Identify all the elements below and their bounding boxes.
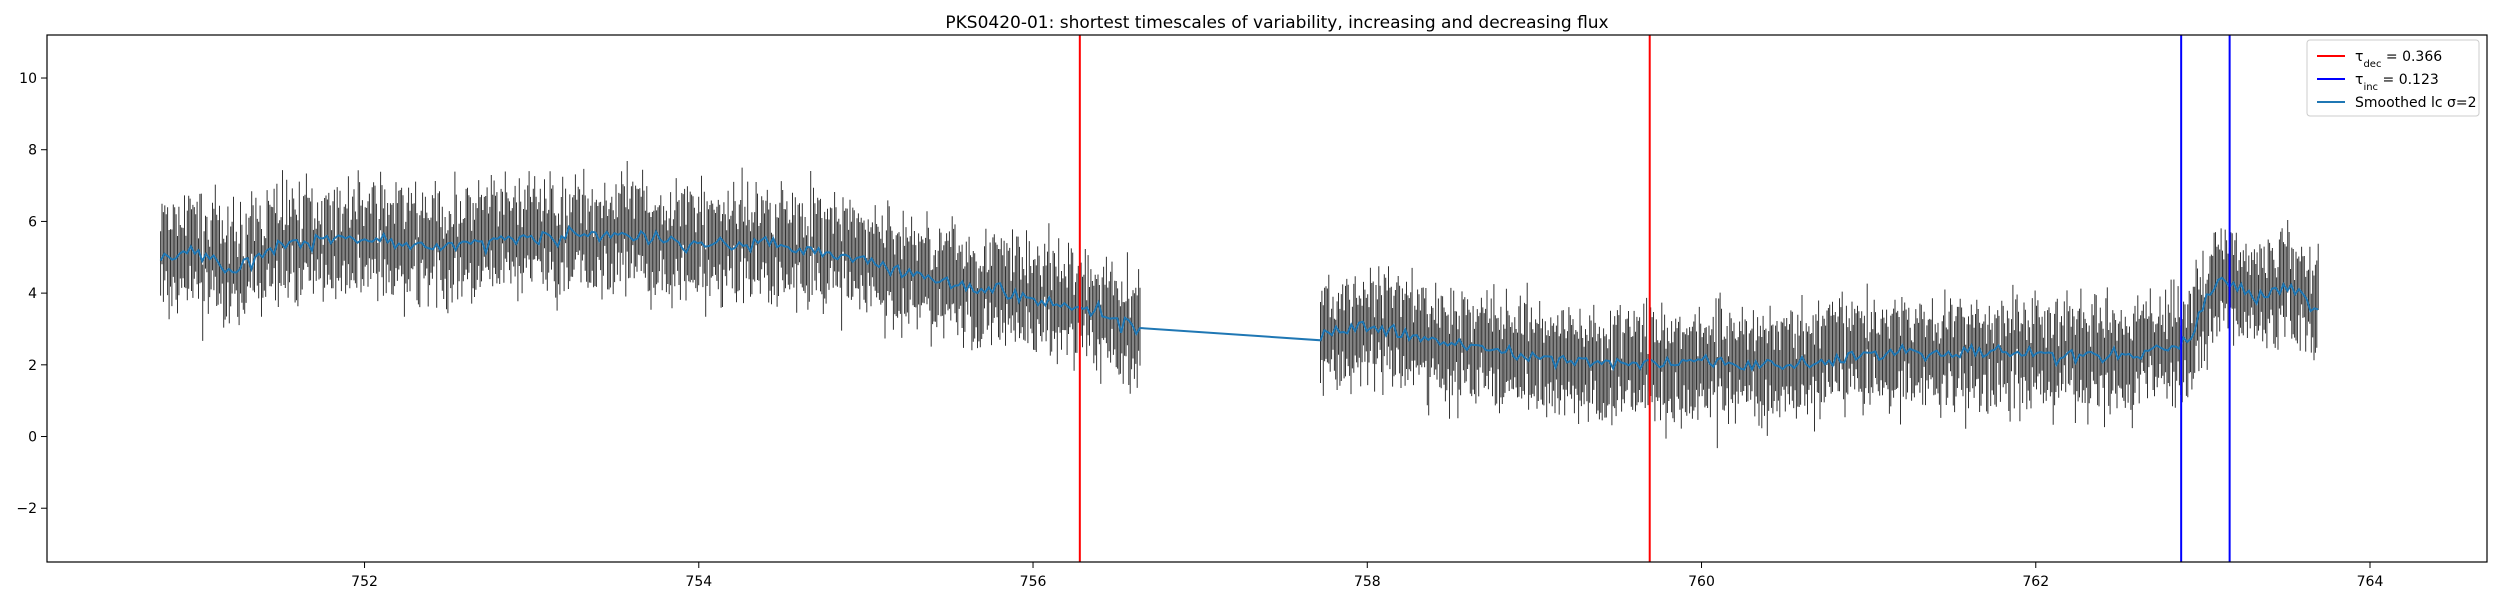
smoothed-lightcurve [159, 224, 2319, 372]
plot-frame [46, 34, 2488, 563]
y-tick-label: 10 [19, 71, 37, 87]
smoothed-line [159, 224, 2319, 372]
y-tick-label: 0 [28, 430, 37, 446]
error-bar-series [160, 161, 2319, 449]
x-tick-label: 764 [2357, 574, 2384, 590]
axes: 752 754 756 758 760 762 764 −2 0 2 4 6 8 10 [16, 34, 2488, 590]
chart-title: PKS0420-01: shortest timescales of varia… [945, 13, 1608, 33]
error-bars [160, 161, 2319, 449]
x-tick-label: 752 [351, 574, 378, 590]
y-tick-label: 2 [28, 358, 37, 374]
y-tick-label: 4 [28, 286, 37, 302]
legend-box [2306, 39, 2480, 117]
y-tick-label: 8 [28, 143, 37, 159]
y-tick-label: 6 [28, 214, 37, 230]
legend-label: τinc = 0.123 [2355, 72, 2439, 93]
legend-label: τdec = 0.366 [2355, 49, 2442, 70]
timescale-lines [1078, 35, 2231, 562]
legend-label: Smoothed lc σ=2 [2355, 95, 2477, 111]
x-tick-label: 762 [2022, 574, 2049, 590]
y-tick-label: −2 [16, 501, 37, 517]
x-tick-label: 760 [1688, 574, 1715, 590]
x-tick-label: 756 [1020, 574, 1047, 590]
x-tick-label: 754 [685, 574, 712, 590]
x-tick-label: 758 [1354, 574, 1381, 590]
